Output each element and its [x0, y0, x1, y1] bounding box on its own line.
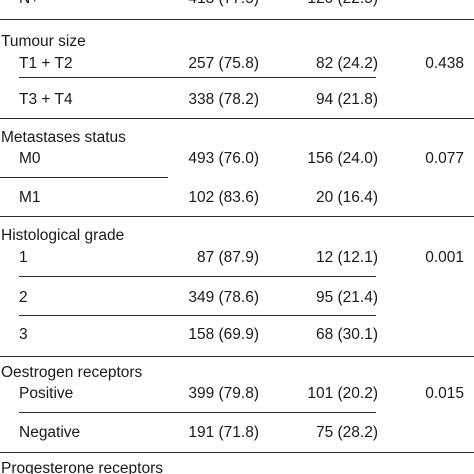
count-col-2: 120 (22.5) — [307, 0, 378, 8]
p-value: 0.001 — [425, 249, 464, 266]
p-value: 0.438 — [425, 55, 464, 72]
row-label: N+ — [19, 0, 39, 8]
row-label: Negative — [19, 424, 81, 441]
section-divider — [0, 19, 474, 20]
count-col-1: 257 (75.8) — [188, 55, 259, 72]
section-title-progesterone-receptors: Progesterone receptors — [1, 460, 163, 474]
row-label: 3 — [19, 326, 28, 343]
count-col-1: 493 (76.0) — [188, 150, 259, 167]
section-title-histological-grade: Histological grade — [1, 227, 125, 244]
row-label: 2 — [19, 289, 28, 306]
count-col-1: 338 (78.2) — [188, 91, 259, 108]
row-divider — [19, 315, 376, 316]
row-divider — [19, 412, 376, 413]
count-col-1: 158 (69.9) — [188, 326, 259, 343]
row-label: M0 — [19, 150, 41, 167]
count-col-2: 95 (21.4) — [315, 289, 378, 306]
section-divider — [0, 356, 474, 357]
section-title-tumour-size: Tumour size — [1, 33, 86, 50]
count-col-1: 87 (87.9) — [196, 249, 259, 266]
row-divider — [19, 77, 376, 78]
p-value: 0.015 — [425, 385, 464, 402]
count-col-2: 94 (21.8) — [315, 91, 378, 108]
section-divider — [0, 216, 474, 217]
count-col-2: 20 (16.4) — [315, 189, 378, 206]
count-col-2: 68 (30.1) — [315, 326, 378, 343]
count-col-2: 75 (28.2) — [315, 424, 378, 441]
count-col-1: 349 (78.6) — [188, 289, 259, 306]
row-label: Positive — [19, 385, 74, 402]
section-title-metastases-status: Metastases status — [1, 129, 126, 146]
count-col-2: 101 (20.2) — [307, 385, 378, 402]
count-col-2: 156 (24.0) — [307, 150, 378, 167]
count-col-1: 102 (83.6) — [188, 189, 259, 206]
row-label: M1 — [19, 189, 41, 206]
section-title-oestrogen-receptors: Oestrogen receptors — [1, 364, 143, 381]
count-col-1: 191 (71.8) — [188, 424, 259, 441]
row-divider — [19, 276, 376, 277]
count-col-2: 82 (24.2) — [315, 55, 378, 72]
count-col-1: 399 (79.8) — [188, 385, 259, 402]
row-divider — [0, 177, 168, 178]
count-col-2: 12 (12.1) — [315, 249, 378, 266]
p-value: 0.077 — [425, 150, 464, 167]
row-label: T1 + T2 — [19, 55, 73, 72]
row-label: T3 + T4 — [19, 91, 73, 108]
row-label: 1 — [19, 249, 28, 266]
section-divider — [0, 452, 474, 453]
count-col-1: 413 (77.5) — [188, 0, 259, 8]
section-divider — [0, 118, 474, 119]
